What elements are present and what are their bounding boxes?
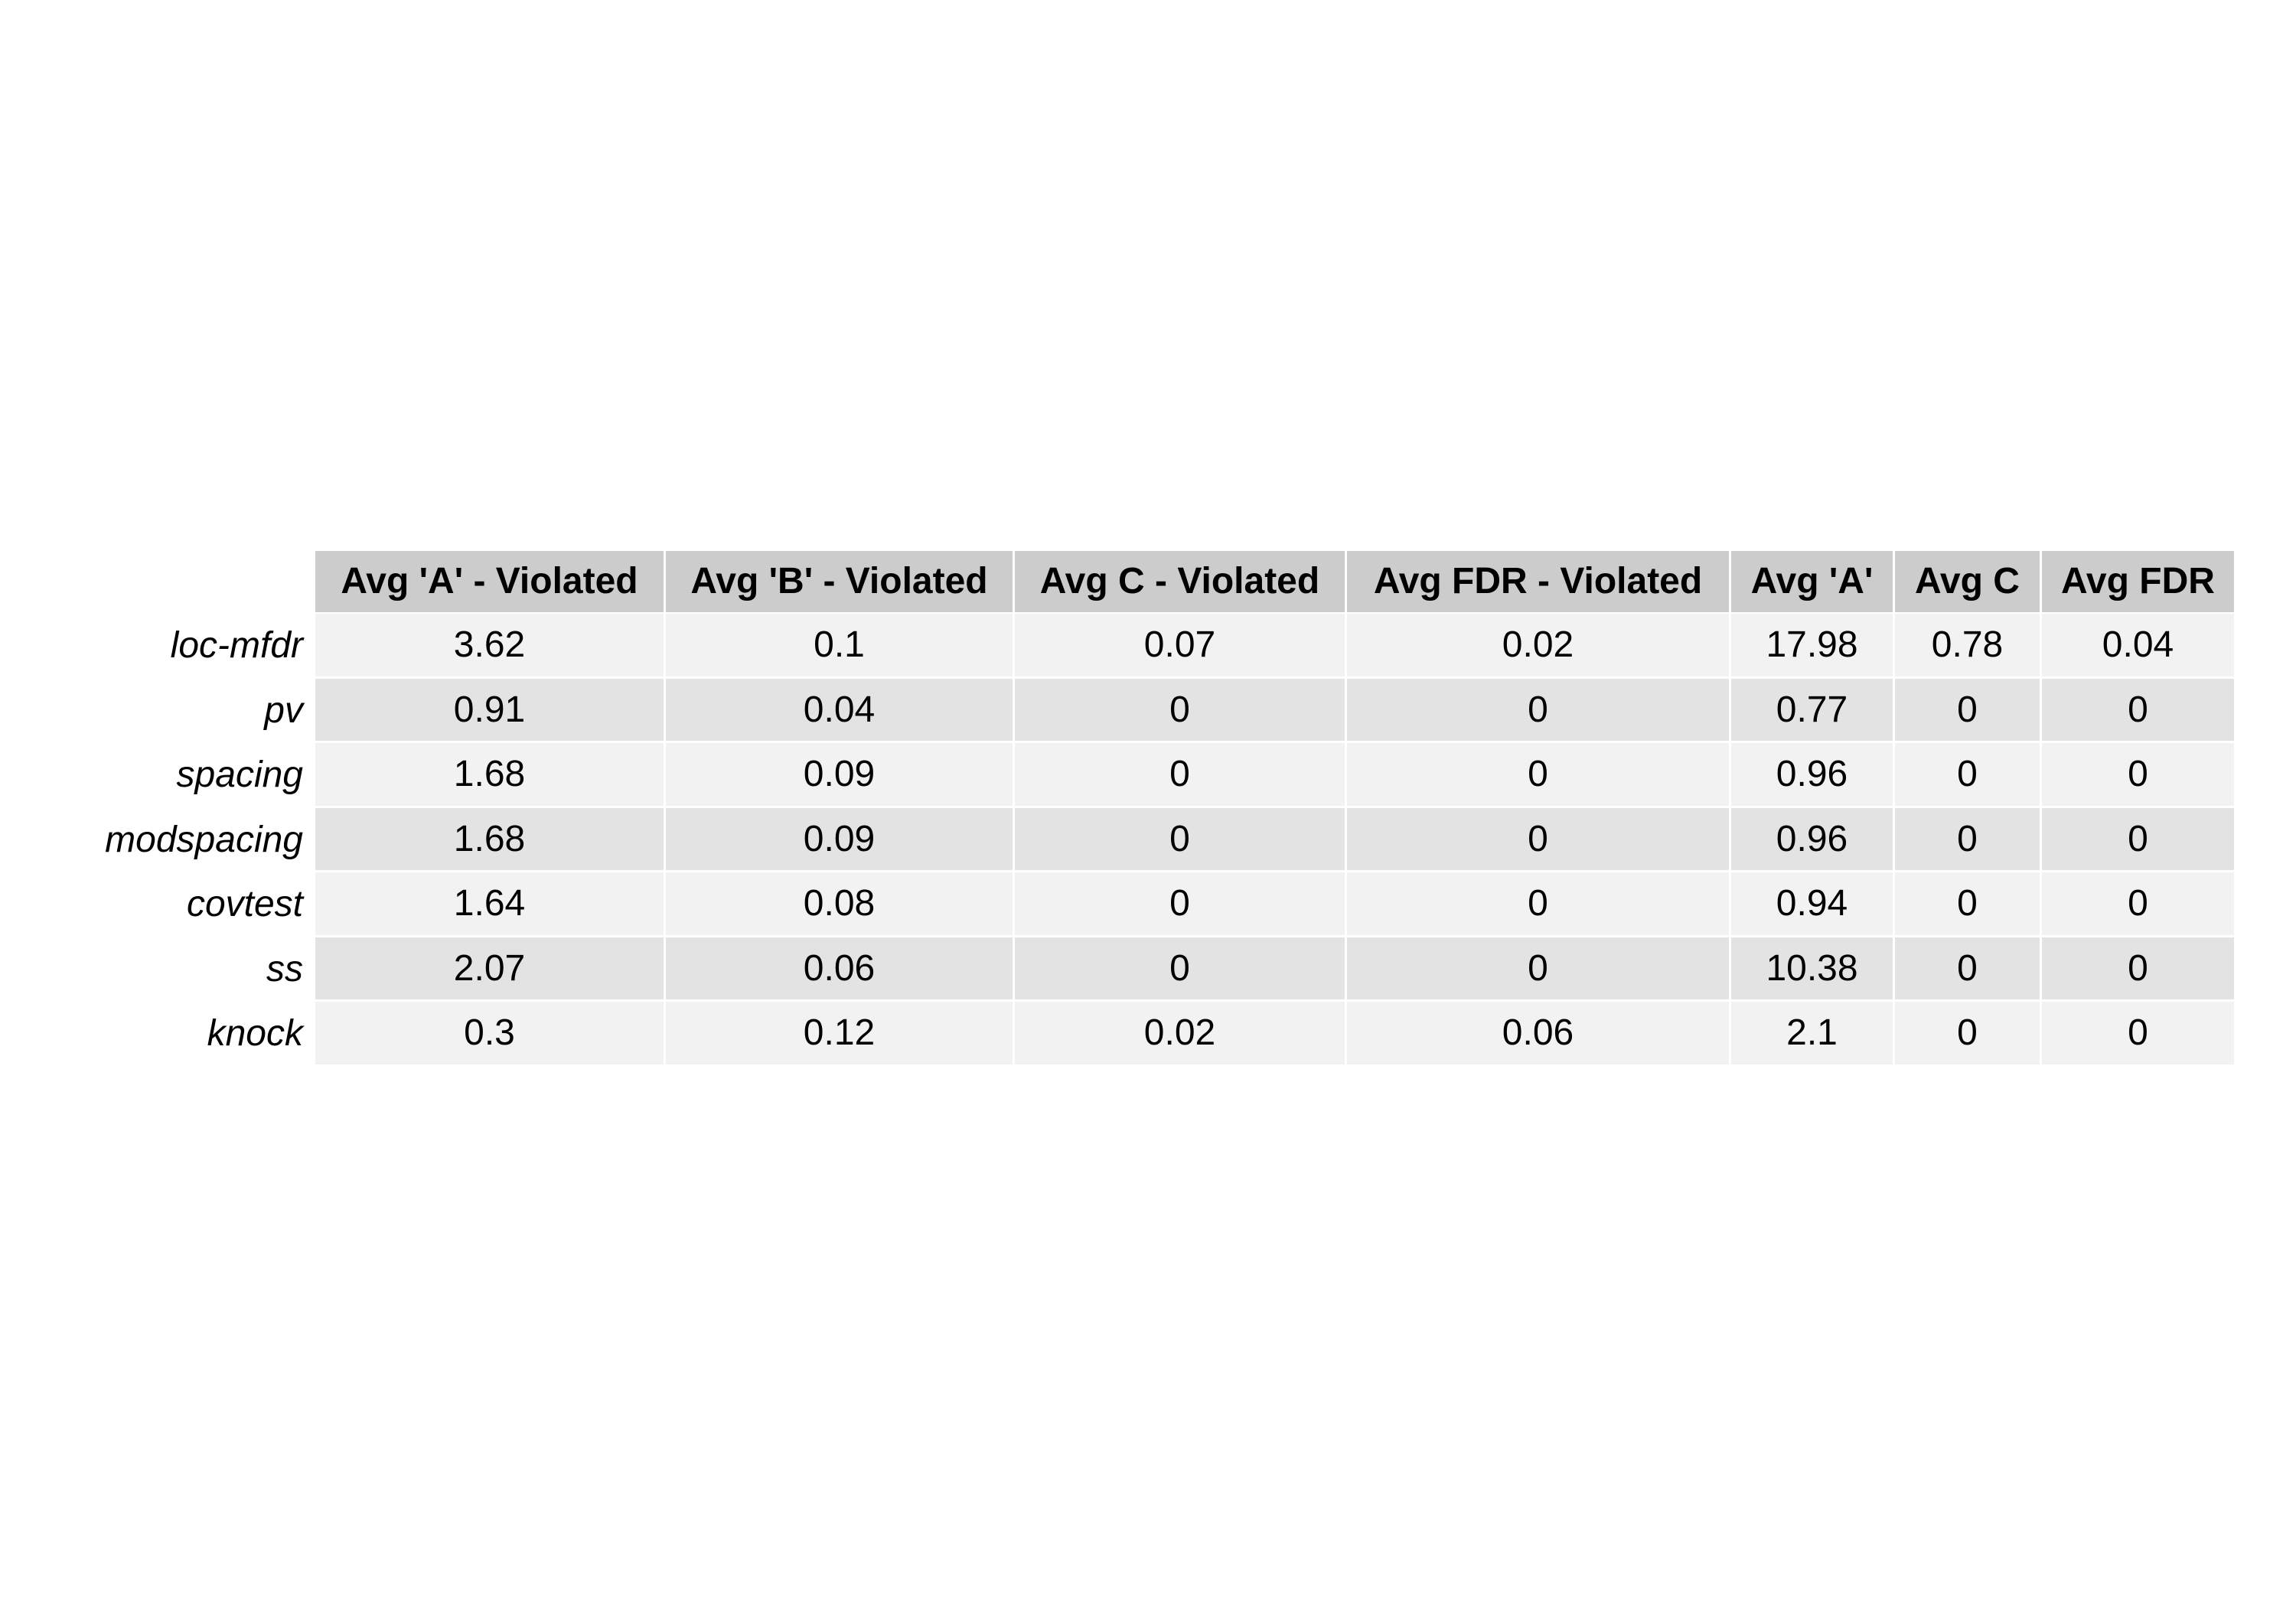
column-header: Avg C: [1895, 551, 2040, 612]
table-cell: 0: [1347, 937, 1729, 999]
table-cell: 0.96: [1731, 807, 1893, 870]
table-cell: 0: [1015, 872, 1345, 935]
table-cell: 0: [1895, 678, 2040, 741]
table-cell: 2.1: [1731, 1002, 1893, 1064]
table-cell: 0: [1895, 1002, 2040, 1064]
row-label: pv: [264, 689, 303, 731]
table-cell: 0.06: [666, 937, 1013, 999]
row-label: ss: [266, 948, 303, 989]
table-cell: 0.91: [315, 678, 664, 741]
table-cell: 0: [1347, 872, 1729, 935]
table-cell: 0.02: [1347, 614, 1729, 676]
table-cell: 0: [1347, 807, 1729, 870]
table-cell: 0: [1895, 872, 2040, 935]
column-header: Avg 'B' - Violated: [666, 551, 1013, 612]
table-cell: 0.09: [666, 743, 1013, 806]
table-cell: 0.94: [1731, 872, 1893, 935]
column-header: Avg 'A': [1731, 551, 1893, 612]
table-cell: 0: [1015, 678, 1345, 741]
table-cell: 1.64: [315, 872, 664, 935]
table-cell: 10.38: [1731, 937, 1893, 999]
table-cell: 0: [1015, 807, 1345, 870]
table-cell: 0.04: [666, 678, 1013, 741]
table-cell: 0: [1895, 743, 2040, 806]
table-cell: 0: [2042, 807, 2234, 870]
table-cell: 0.08: [666, 872, 1013, 935]
table-cell: 0.06: [1347, 1002, 1729, 1064]
table-cell: 0: [2042, 743, 2234, 806]
row-label: spacing: [176, 755, 303, 795]
table-cell: 0: [1895, 937, 2040, 999]
table-cell: 0: [2042, 937, 2234, 999]
table-cell: 0.3: [315, 1002, 664, 1064]
row-label: loc-mfdr: [170, 625, 303, 666]
table-cell: 2.07: [315, 937, 664, 999]
column-header: Avg 'A' - Violated: [315, 551, 664, 612]
row-label: knock: [207, 1013, 303, 1054]
row-label: modspacing: [105, 819, 303, 860]
table-cell: 1.68: [315, 807, 664, 870]
table-cell: 0: [1347, 743, 1729, 806]
table-cell: 0.04: [2042, 614, 2234, 676]
table-cell: 0.1: [666, 614, 1013, 676]
column-header: Avg FDR - Violated: [1347, 551, 1729, 612]
table-cell: 0.77: [1731, 678, 1893, 741]
table-cell: 1.68: [315, 743, 664, 806]
table-cell: 0.07: [1015, 614, 1345, 676]
table-cell: 17.98: [1731, 614, 1893, 676]
table-cell: 0: [1015, 937, 1345, 999]
table-cell: 3.62: [315, 614, 664, 676]
table-cell: 0: [2042, 1002, 2234, 1064]
table-cell: 0.12: [666, 1002, 1013, 1064]
table-cell: 0.09: [666, 807, 1013, 870]
table-cell: 0.78: [1895, 614, 2040, 676]
table-cell: 0: [2042, 872, 2234, 935]
table-cell: 0.96: [1731, 743, 1893, 806]
table-cell: 0: [2042, 678, 2234, 741]
table-cell: 0.02: [1015, 1002, 1345, 1064]
row-label: covtest: [186, 884, 303, 924]
table-cell: 0: [1895, 807, 2040, 870]
column-header: Avg FDR: [2042, 551, 2234, 612]
table-cell: 0: [1015, 743, 1345, 806]
table-cell: 0: [1347, 678, 1729, 741]
column-header: Avg C - Violated: [1015, 551, 1345, 612]
